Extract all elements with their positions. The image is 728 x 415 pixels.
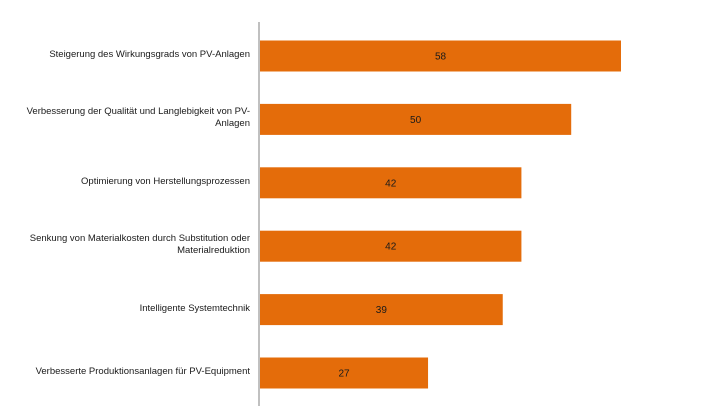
- bar-3: [260, 167, 522, 199]
- category-label-3: Optimierung von Herstellungsprozessen: [81, 175, 250, 187]
- bar-2: [260, 103, 572, 135]
- category-label-1: Steigerung des Wirkungsgrads von PV-Anla…: [49, 49, 250, 60]
- bar-value-label-2: 50: [410, 115, 422, 126]
- bar-value-label-5: 39: [376, 305, 388, 316]
- bar-5: [260, 294, 503, 326]
- bar-6: [260, 357, 429, 389]
- bar-value-label-1: 58: [435, 52, 447, 63]
- bar-4: [260, 230, 522, 262]
- category-label-4: Senkung von Materialkosten durch Substit…: [29, 233, 250, 257]
- bar-value-label-4: 42: [385, 242, 397, 253]
- category-label-2: Verbesserung der Qualität und Langlebigk…: [26, 106, 250, 130]
- category-label-5: Intelligente Systemtechnik: [139, 302, 250, 314]
- bar-value-label-6: 27: [338, 369, 350, 380]
- bar-value-label-3: 42: [385, 178, 397, 189]
- category-label-6: Verbesserte Produktionsanlagen für PV-Eq…: [35, 366, 250, 377]
- bar-1: [260, 40, 621, 72]
